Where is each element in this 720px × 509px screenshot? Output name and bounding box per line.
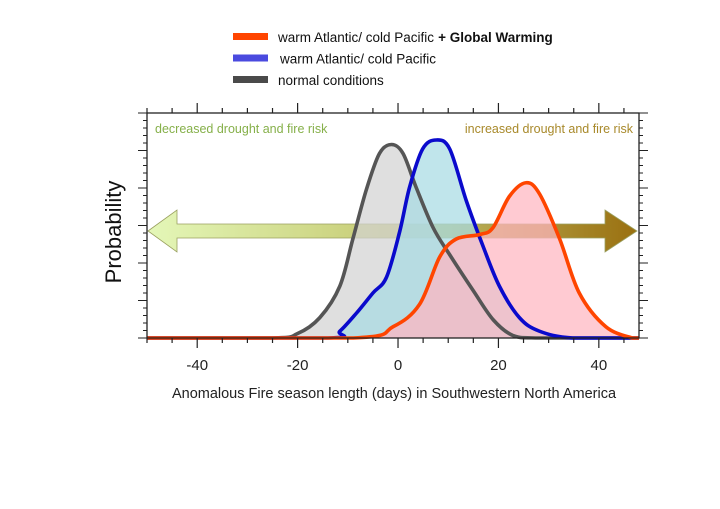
- legend-swatch: [233, 54, 268, 62]
- line-normal: [146, 142, 639, 340]
- legend-swatch: [233, 33, 268, 40]
- legend-swatch: [233, 76, 268, 83]
- plot-area: decreased drought and fire risk increase…: [138, 103, 648, 374]
- area-warm_cold_gw: [147, 182, 639, 338]
- line-warm_cold: [146, 138, 639, 340]
- legend-entry: normal conditions: [233, 73, 384, 88]
- line-warm_cold_gw: [146, 180, 639, 340]
- x-axis-label: Anomalous Fire season length (days) in S…: [172, 386, 617, 402]
- x-tick-label: 40: [590, 357, 607, 374]
- annotation-increased-risk: increased drought and fire risk: [465, 122, 634, 136]
- x-tick-label: 0: [394, 357, 402, 374]
- y-axis-label: Probability: [101, 181, 126, 284]
- legend-label: warm Atlantic/ cold Pacific: [279, 52, 436, 67]
- x-tick-label: -40: [186, 357, 208, 374]
- area-normal: [147, 144, 639, 338]
- legend-entry: warm Atlantic/ cold Pacific + Global Warm…: [233, 30, 553, 45]
- series-fills: [147, 139, 639, 338]
- legend-entry: warm Atlantic/ cold Pacific: [233, 52, 436, 67]
- legend-label: normal conditions: [278, 73, 384, 88]
- x-tick-label: -20: [287, 357, 309, 374]
- x-tick-label: 20: [490, 357, 507, 374]
- legend: warm Atlantic/ cold Pacific + Global Warm…: [233, 30, 553, 88]
- legend-label: warm Atlantic/ cold Pacific + Global Warm…: [277, 30, 553, 45]
- annotation-decreased-risk: decreased drought and fire risk: [155, 122, 328, 136]
- area-warm_cold: [147, 139, 639, 338]
- series-lines: [146, 138, 639, 340]
